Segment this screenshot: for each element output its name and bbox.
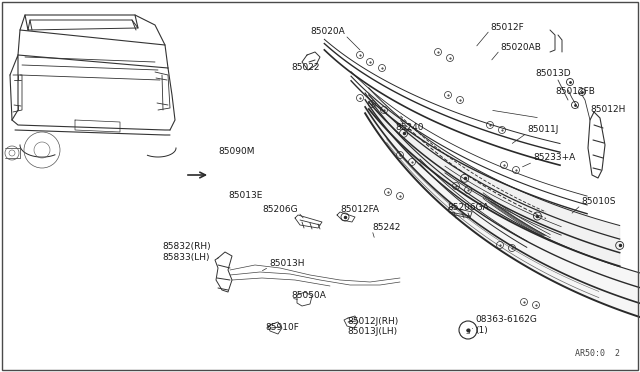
- Text: 85832(RH)
85833(LH): 85832(RH) 85833(LH): [162, 242, 211, 262]
- Text: 85012F: 85012F: [490, 23, 524, 32]
- Text: 85233+A: 85233+A: [533, 154, 575, 163]
- Text: 85010S: 85010S: [581, 198, 616, 206]
- Text: 85013H: 85013H: [269, 260, 305, 269]
- Polygon shape: [365, 93, 640, 320]
- Text: 85013E: 85013E: [228, 192, 263, 201]
- Text: 85206GA: 85206GA: [447, 203, 489, 212]
- Text: 85050A: 85050A: [291, 292, 326, 301]
- Text: 85020A: 85020A: [310, 28, 345, 36]
- Polygon shape: [369, 88, 620, 266]
- Text: AR50:0  2: AR50:0 2: [575, 349, 620, 358]
- Text: 85012J(RH): 85012J(RH): [347, 317, 398, 326]
- Text: 85012H: 85012H: [590, 106, 625, 115]
- Text: 85240: 85240: [395, 124, 424, 132]
- Text: 85090M: 85090M: [218, 148, 255, 157]
- Text: S: S: [466, 329, 470, 335]
- Text: 85011J: 85011J: [527, 125, 558, 135]
- Text: 08363-6162G
(1): 08363-6162G (1): [475, 315, 537, 335]
- Text: 85012FB: 85012FB: [555, 87, 595, 96]
- Text: 85020AB: 85020AB: [500, 44, 541, 52]
- Text: 85013D: 85013D: [535, 70, 571, 78]
- Text: 85012FA: 85012FA: [340, 205, 379, 215]
- Text: 85242: 85242: [372, 224, 401, 232]
- Text: 85206G: 85206G: [262, 205, 298, 215]
- Text: 85022: 85022: [291, 64, 320, 73]
- Text: 85910F: 85910F: [265, 323, 299, 331]
- Text: 85013J(LH): 85013J(LH): [347, 327, 397, 337]
